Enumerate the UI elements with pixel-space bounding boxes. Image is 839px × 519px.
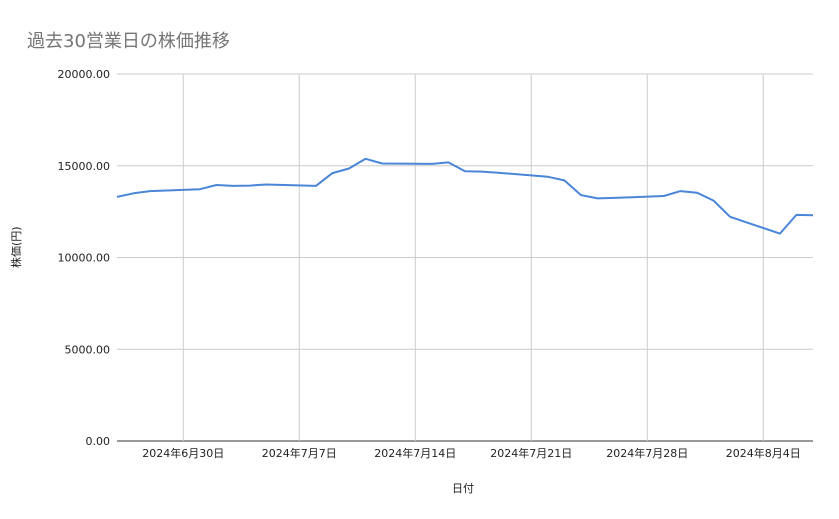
- data-point: [199, 188, 201, 190]
- data-point: [365, 158, 367, 160]
- x-tick-label: 2024年6月30日: [142, 446, 224, 460]
- data-point: [315, 185, 317, 187]
- data-point: [215, 184, 217, 186]
- data-point: [232, 185, 234, 187]
- data-point: [779, 233, 781, 235]
- data-point: [613, 197, 615, 199]
- x-axis-label: 日付: [452, 482, 474, 495]
- data-point: [563, 179, 565, 181]
- data-point: [580, 194, 582, 196]
- x-tick-label: 2024年7月28日: [606, 446, 688, 460]
- data-point: [265, 183, 267, 185]
- data-point: [597, 197, 599, 199]
- data-point: [447, 161, 449, 163]
- x-tick-label: 2024年8月4日: [726, 446, 801, 460]
- y-tick-label: 20000.00: [58, 68, 111, 81]
- data-point: [249, 185, 251, 187]
- data-point: [663, 195, 665, 197]
- data-point: [149, 190, 151, 192]
- data-point: [331, 172, 333, 174]
- data-point: [348, 168, 350, 170]
- data-point: [696, 192, 698, 194]
- grid-lines: [117, 73, 813, 442]
- data-point: [133, 192, 135, 194]
- data-point: [547, 176, 549, 178]
- data-point: [679, 190, 681, 192]
- data-point: [812, 214, 814, 216]
- data-point: [116, 196, 118, 198]
- y-tick-label: 10000.00: [58, 252, 111, 265]
- data-point: [795, 214, 797, 216]
- chart-title: 過去30営業日の株価推移: [27, 31, 230, 52]
- y-tick-labels: 0.00 5000.00 10000.00 15000.00 20000.00: [58, 68, 111, 448]
- data-point: [431, 163, 433, 165]
- x-tick-labels: 2024年6月30日 2024年7月7日 2024年7月14日 2024年7月21日 2…: [142, 446, 801, 460]
- data-point: [481, 171, 483, 173]
- x-tick-label: 2024年7月21日: [490, 446, 572, 460]
- data-point: [713, 200, 715, 202]
- x-tick-label: 2024年7月7日: [262, 446, 337, 460]
- x-tick-label: 2024年7月14日: [374, 446, 456, 460]
- y-tick-label: 15000.00: [58, 160, 111, 173]
- data-point: [729, 216, 731, 218]
- data-point: [497, 172, 499, 174]
- data-point: [381, 163, 383, 165]
- y-tick-label: 5000.00: [65, 343, 111, 356]
- data-point: [464, 170, 466, 172]
- price-series: [116, 157, 814, 235]
- y-tick-label: 0.00: [86, 435, 111, 448]
- price-line: [116, 157, 814, 235]
